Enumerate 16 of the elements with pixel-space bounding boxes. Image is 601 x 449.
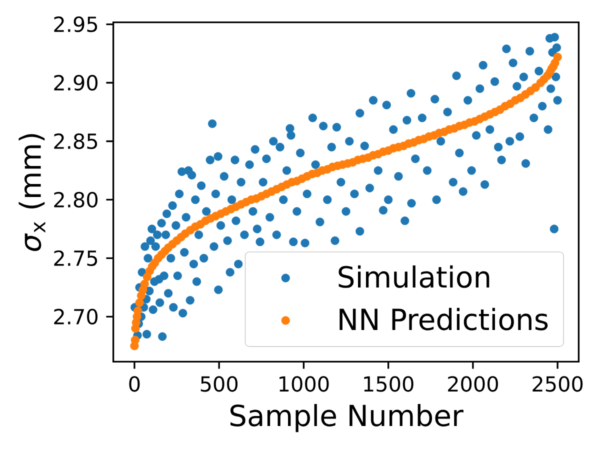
x-tick-label: 2500 — [532, 376, 583, 392]
y-tick-label: 2.80 — [54, 192, 98, 208]
legend-label: NN Predictions — [340, 308, 548, 330]
x-tick-label: 0 — [129, 376, 140, 392]
y-tick-label: 2.75 — [54, 250, 98, 266]
y-tick-label: 2.90 — [54, 74, 98, 91]
x-tick-label: 1500 — [364, 376, 414, 392]
x-axis-title: Sample Number — [230, 404, 464, 432]
x-tick-label: 1000 — [280, 376, 329, 392]
y-tick-label: 2.70 — [54, 308, 98, 325]
x-tick-label: 500 — [200, 376, 238, 392]
y-axis-title: σ$_{x}$ (mm) — [18, 134, 46, 251]
x-tick-label: 2000 — [448, 376, 498, 392]
y-tick-label: 2.95 — [54, 16, 98, 32]
y-tick-label: 2.85 — [54, 133, 98, 150]
legend-label: Simulation — [338, 265, 490, 288]
